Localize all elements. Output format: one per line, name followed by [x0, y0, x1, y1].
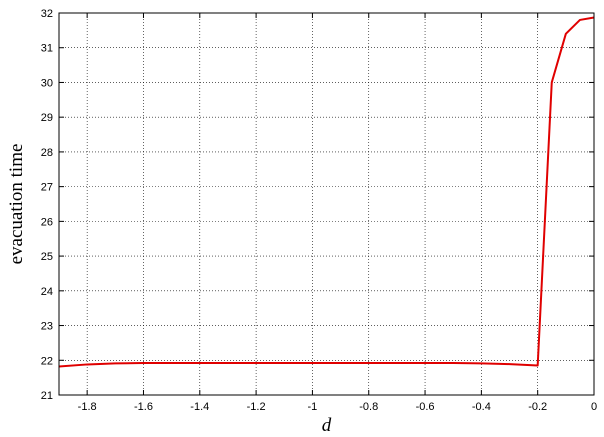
y-tick-labels: 21 22 23 24 25 26 27 28 29 30 31 32: [41, 8, 53, 402]
y-tick-label: 28: [41, 147, 53, 159]
x-tick-label: -1: [308, 401, 318, 413]
y-tick-label: 29: [41, 112, 53, 124]
x-tick-label: -1.6: [134, 401, 153, 413]
x-tick-label: -0.2: [528, 401, 547, 413]
x-tick-labels: -1.8 -1.6 -1.4 -1.2 -1 -0.8 -0.6 -0.4 -0.2 0: [78, 401, 597, 413]
x-tick-label: -1.4: [190, 401, 209, 413]
x-tick-label: -0.4: [472, 401, 491, 413]
y-tick-label: 25: [41, 251, 53, 263]
y-tick-label: 23: [41, 321, 53, 333]
y-tick-label: 31: [41, 43, 53, 55]
y-tick-label: 27: [41, 182, 53, 194]
y-tick-label: 24: [41, 286, 53, 298]
y-axis-title: evacuation time: [6, 144, 27, 265]
x-axis-title: d: [322, 415, 332, 436]
y-tick-label: 26: [41, 216, 53, 228]
y-tick-label: 21: [41, 390, 53, 402]
series-line: [58, 16, 595, 368]
x-tick-label: 0: [591, 401, 597, 413]
x-tick-label: -1.8: [78, 401, 97, 413]
axis-ticks: [59, 12, 595, 396]
y-tick-label: 22: [41, 355, 53, 367]
plot-frame: [58, 12, 595, 396]
x-tick-label: -1.2: [247, 401, 266, 413]
y-tick-label: 30: [41, 77, 53, 89]
y-tick-label: 32: [41, 8, 53, 20]
grid: [59, 13, 594, 395]
x-tick-label: -0.6: [416, 401, 435, 413]
series-layer: [58, 16, 595, 368]
x-tick-label: -0.8: [359, 401, 378, 413]
